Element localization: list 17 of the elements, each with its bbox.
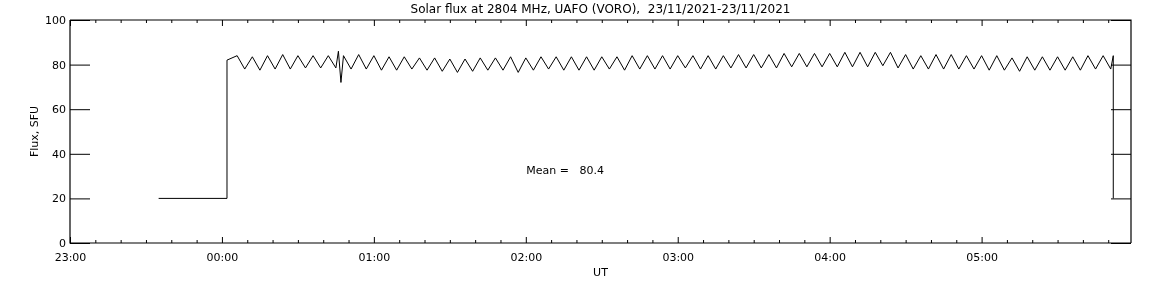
x-tick-label: 05:00 (966, 250, 998, 264)
x-axis-title: UT (593, 266, 609, 279)
x-tick-label: 03:00 (662, 250, 695, 264)
y-tick-label: 20 (52, 192, 66, 206)
y-tick-label: 80 (52, 58, 66, 72)
x-tick-label: 00:00 (206, 250, 239, 264)
y-tick-label: 60 (52, 103, 66, 117)
y-axis-title: Flux, SFU (28, 105, 41, 158)
y-tick-label: 0 (59, 237, 66, 251)
y-tick-label: 40 (52, 147, 66, 161)
x-tick-label: 23:00 (54, 250, 87, 264)
x-tick-label: 04:00 (814, 250, 847, 264)
y-tick-label: 100 (45, 14, 66, 28)
x-tick-label: 02:00 (510, 250, 543, 264)
chart-title: Solar flux at 2804 MHz, UAFO (VORO), 23/11/2021-23/11/2021 (410, 2, 791, 16)
x-tick-label: 01:00 (358, 250, 391, 264)
annotation: Mean = 80.4 (526, 163, 604, 177)
